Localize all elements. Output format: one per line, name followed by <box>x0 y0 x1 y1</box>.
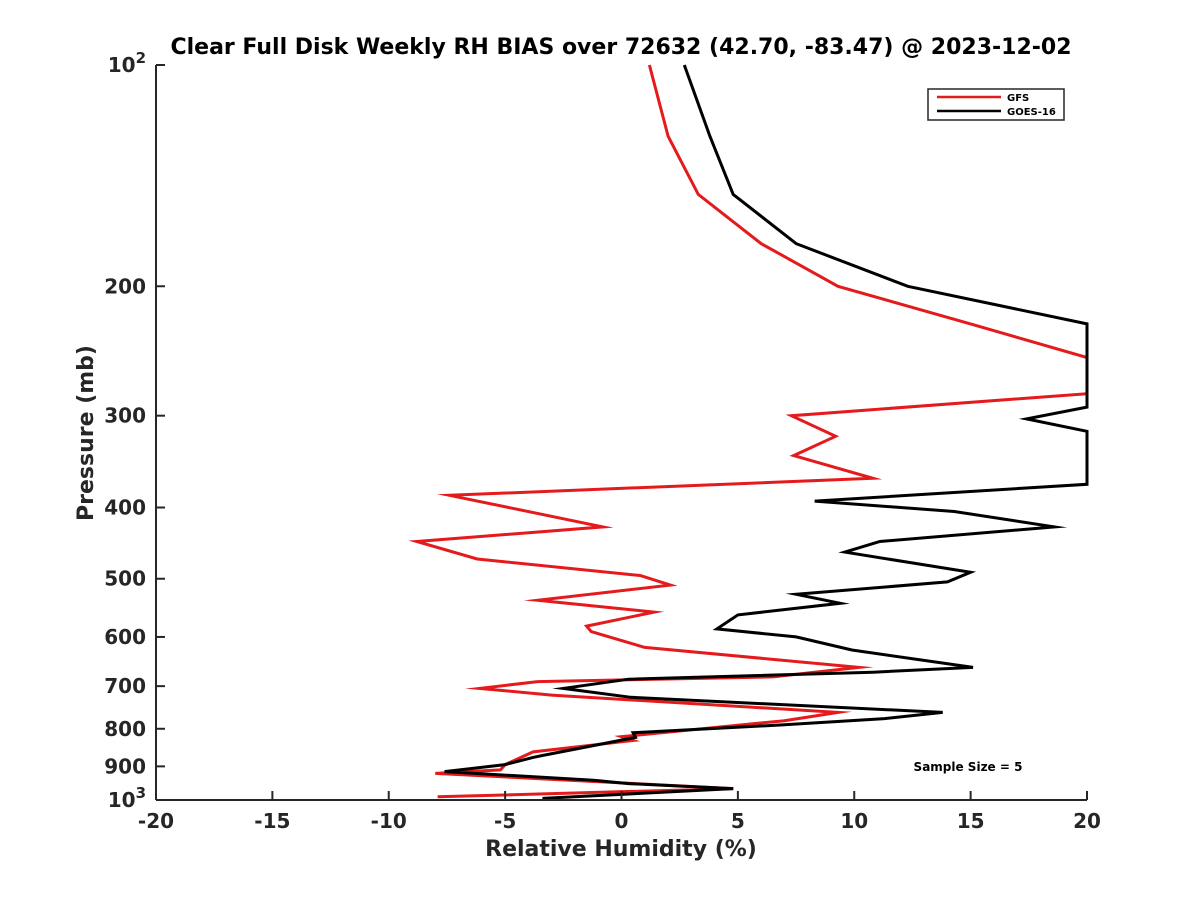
y-ticks: 102 200 300 400 500 600 700 800 900 103 <box>104 49 165 812</box>
sample-size-annotation: Sample Size = 5 <box>914 760 1023 774</box>
y-tick-label: 300 <box>104 404 146 428</box>
y-tick-label: 200 <box>104 274 146 298</box>
legend-box <box>927 88 1065 121</box>
y-tick-label: 103 <box>108 784 146 812</box>
y-tick-label: 900 <box>104 754 146 778</box>
axes-layer <box>155 65 1087 801</box>
y-tick-label: 500 <box>104 567 146 591</box>
legend: GFS GOES-16 <box>927 88 1065 121</box>
legend-label-goes16: GOES-16 <box>1007 107 1056 118</box>
chart-title: Clear Full Disk Weekly RH BIAS over 7263… <box>170 35 1071 60</box>
series-line-goes16 <box>444 64 1089 800</box>
x-tick-label: 20 <box>1073 809 1101 833</box>
series-layer <box>408 64 1089 800</box>
series-line-gfs <box>408 64 1089 799</box>
y-axis-label: Pressure (mb) <box>74 345 99 521</box>
x-tick-label: -10 <box>371 809 407 833</box>
x-tick-label: 15 <box>957 809 985 833</box>
y-tick-label: 800 <box>104 717 146 741</box>
x-tick-label: 0 <box>615 809 629 833</box>
x-tick-label: 5 <box>731 809 745 833</box>
y-tick-label: 400 <box>104 496 146 520</box>
y-tick-label: 600 <box>104 625 146 649</box>
x-axis-label: Relative Humidity (%) <box>485 837 757 862</box>
x-tick-label: -20 <box>138 809 174 833</box>
y-tick-label: 102 <box>108 49 146 77</box>
x-tick-label: -15 <box>254 809 290 833</box>
y-tick-label: 700 <box>104 674 146 698</box>
legend-label-gfs: GFS <box>1007 93 1029 104</box>
x-tick-label: -5 <box>494 809 516 833</box>
x-ticks: -20 -15 -10 -5 0 5 10 15 20 <box>138 791 1101 833</box>
x-tick-label: 10 <box>840 809 868 833</box>
